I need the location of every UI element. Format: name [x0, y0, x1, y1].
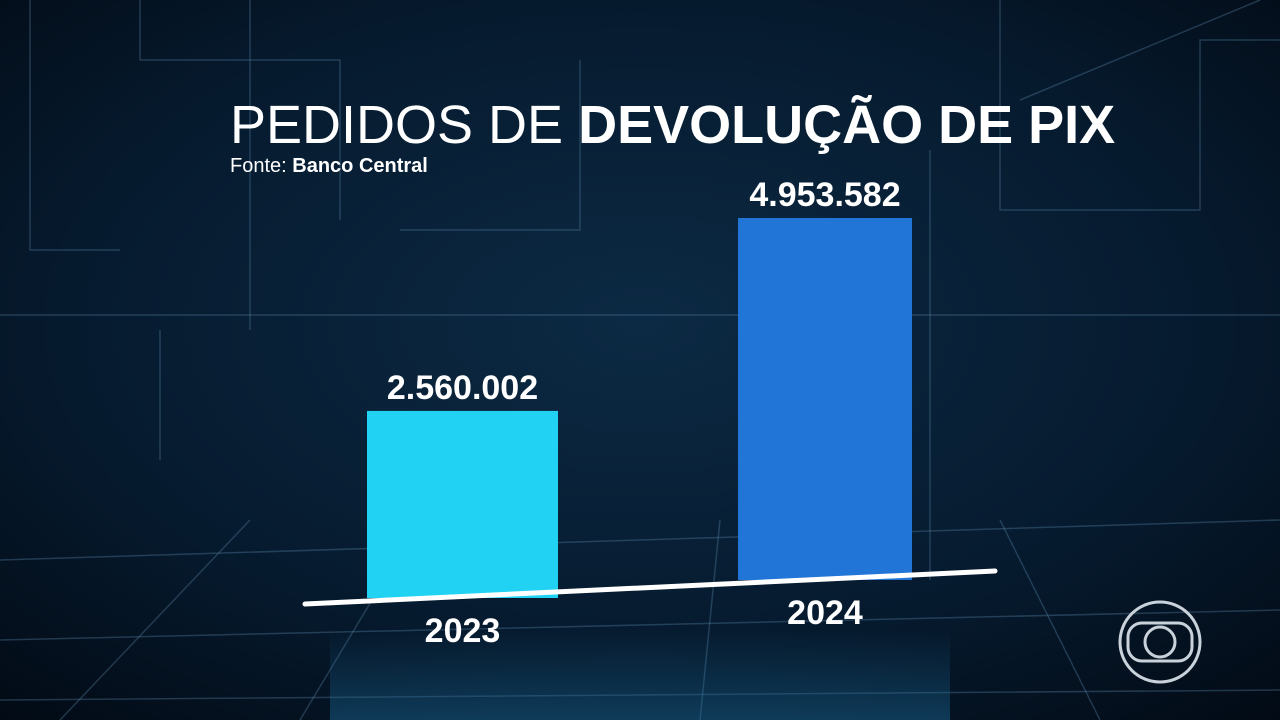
- bar: [738, 218, 912, 580]
- value-label: 4.953.582: [749, 176, 900, 214]
- title-light: PEDIDOS DE: [230, 95, 563, 155]
- source-label: Fonte:: [230, 155, 287, 177]
- category-label: 2023: [425, 612, 501, 650]
- floor-glow: [330, 630, 950, 720]
- channel-logo: [1118, 600, 1202, 684]
- source: Fonte: Banco Central: [230, 155, 428, 177]
- bars: 2.560.002 2023 4.953.582 2024: [367, 176, 912, 650]
- chart-title: PEDIDOS DE DEVOLUÇÃO DE PIX: [230, 95, 1115, 155]
- category-label: 2024: [787, 594, 863, 632]
- source-name: Banco Central: [292, 155, 428, 177]
- bar: [367, 410, 558, 598]
- baseline: [302, 568, 998, 607]
- value-label: 2.560.002: [387, 369, 538, 407]
- title-bold: DEVOLUÇÃO DE PIX: [578, 95, 1115, 155]
